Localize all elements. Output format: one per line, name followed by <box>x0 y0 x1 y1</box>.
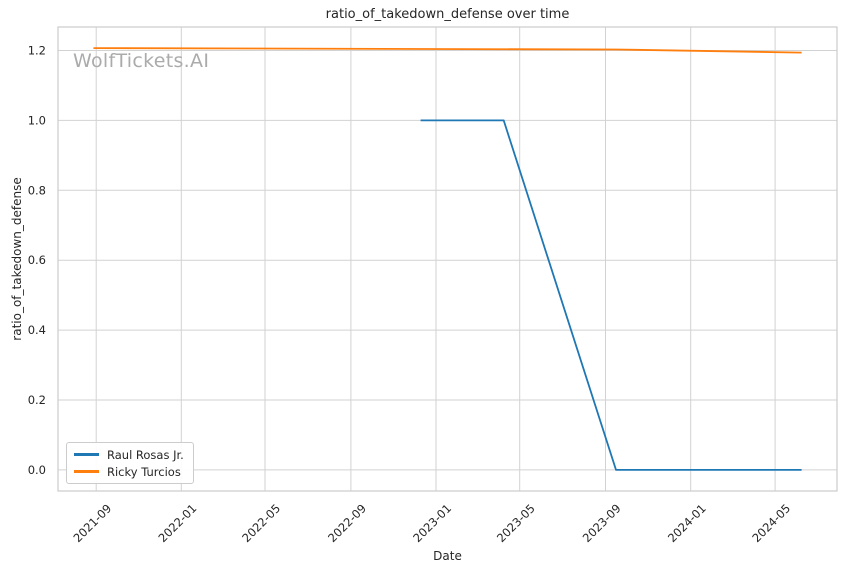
x-axis-label: Date <box>433 549 462 563</box>
x-tick-label: 2024-01 <box>665 501 709 545</box>
legend: Raul Rosas Jr. Ricky Turcios <box>66 442 194 484</box>
chart-title: ratio_of_takedown_defense over time <box>325 7 570 22</box>
x-tick-label: 2023-01 <box>410 501 454 545</box>
legend-line-swatch <box>74 470 99 473</box>
x-tick-label: 2024-05 <box>749 501 793 545</box>
y-tick-label: 0.0 <box>28 463 46 477</box>
legend-label: Ricky Turcios <box>107 464 181 479</box>
x-tick-label: 2022-01 <box>156 501 200 545</box>
legend-entry-ricky-turcios: Ricky Turcios <box>74 463 184 480</box>
series-line-ricky-turcios <box>93 47 802 54</box>
legend-label: Raul Rosas Jr. <box>107 447 184 462</box>
y-tick-label: 1.2 <box>28 44 46 58</box>
legend-entry-raul-rosas-jr: Raul Rosas Jr. <box>74 446 184 463</box>
y-tick-label: 0.4 <box>28 323 46 337</box>
x-tick-label: 2022-05 <box>239 501 283 545</box>
watermark: WolfTickets.AI <box>73 50 210 72</box>
legend-line-swatch <box>74 453 99 456</box>
y-tick-label: 0.6 <box>28 253 46 267</box>
y-tick-label: 0.8 <box>28 183 46 197</box>
y-tick-label: 1.0 <box>28 113 46 127</box>
x-tick-label: 2023-09 <box>580 501 624 545</box>
x-tick-label: 2023-05 <box>494 501 538 545</box>
y-axis-label: ratio_of_takedown_defense <box>10 177 24 341</box>
x-tick-label: 2021-09 <box>70 501 114 545</box>
y-tick-label: 0.2 <box>28 393 46 407</box>
series-line-raul-rosas-jr <box>420 119 802 471</box>
axes-frame <box>57 26 838 492</box>
x-tick-label: 2022-09 <box>325 501 369 545</box>
